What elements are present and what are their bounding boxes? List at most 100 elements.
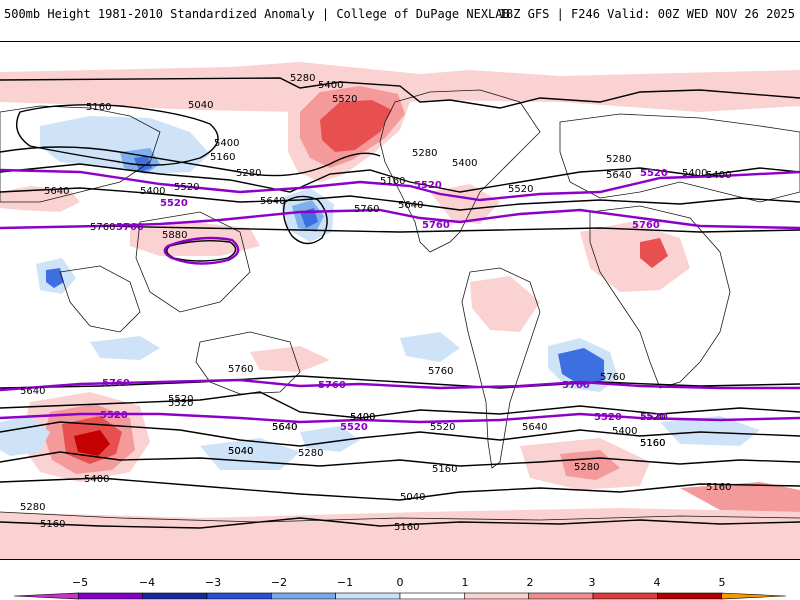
antarctica-outline <box>0 511 800 523</box>
southeast-asia-outline <box>135 211 251 313</box>
purple-contour-5520-north <box>0 168 800 202</box>
contour-5040-low <box>16 104 219 166</box>
india-outline <box>59 265 141 333</box>
purple-label-5760: 5760 <box>422 220 450 231</box>
anomaly-neg-weak-indian <box>90 336 160 360</box>
anomaly-pos-strong-africa <box>640 238 668 268</box>
label-5160: 5160 <box>432 464 457 475</box>
purple-label-5520: 5520 <box>160 198 188 209</box>
anomaly-pos-weak-west <box>0 186 80 212</box>
colorbar-segment <box>464 592 529 600</box>
eurasia-east-outline <box>0 105 161 203</box>
contour-5160-south <box>0 451 800 467</box>
black-contour-labels: 5280 5400 5520 5160 5040 5400 5160 5280 … <box>20 73 731 533</box>
colorbar-tick-label: 5 <box>719 576 726 589</box>
contour-5400-north <box>0 163 800 193</box>
purple-label-5520: 5520 <box>640 168 668 179</box>
colorbar-tick-label: 0 <box>397 576 404 589</box>
contour-5280-north <box>0 77 800 109</box>
contour-5040-south <box>0 477 800 501</box>
label-5760: 5760 <box>600 372 625 383</box>
purple-contour-5760-north <box>0 208 800 230</box>
anomaly-pos-max-south-indian <box>74 430 110 456</box>
title-bar: 500mb Height 1981-2010 Standardized Anom… <box>0 0 800 28</box>
colorbar-tick-label: 3 <box>589 576 596 589</box>
label-5280: 5280 <box>412 148 437 159</box>
label-5520: 5520 <box>640 412 665 423</box>
colorbar-tick-label: 2 <box>527 576 534 589</box>
label-5520: 5520 <box>168 394 193 405</box>
colorbar-segment <box>13 592 79 600</box>
contour-5640-south <box>0 391 800 419</box>
label-5520: 5520 <box>332 94 357 105</box>
anomaly-colorbar: −5 −4 −3 −2 −1 0 1 2 3 4 5 <box>0 560 800 600</box>
label-5040: 5040 <box>188 100 213 111</box>
label-5640: 5640 <box>522 422 547 433</box>
contour-5760-north <box>0 225 800 233</box>
anomaly-neg-weak-southeast <box>660 416 760 446</box>
label-5400: 5400 <box>350 412 375 423</box>
label-5640: 5640 <box>20 386 45 397</box>
label-5280: 5280 <box>236 168 261 179</box>
colorbar-tick-label: −3 <box>205 576 221 589</box>
colorbar-segment <box>335 592 401 600</box>
label-5280: 5280 <box>574 462 599 473</box>
anomaly-neg-weak-southern-pacific <box>300 426 360 452</box>
contour-5160-far-south <box>0 517 800 529</box>
colorbar-tick-label: −5 <box>72 576 88 589</box>
label-5400: 5400 <box>706 170 731 181</box>
purple-label-5520: 5520 <box>340 422 368 433</box>
colorbar-segment <box>142 592 208 600</box>
label-5640: 5640 <box>260 196 285 207</box>
label-5400: 5400 <box>682 168 707 179</box>
label-5160: 5160 <box>640 438 665 449</box>
model-valid-time: 18Z GFS | F246 Valid: 00Z WED NOV 26 202… <box>498 7 795 21</box>
anomaly-pos-southeast <box>680 482 800 512</box>
colorbar-segment <box>206 592 272 600</box>
label-5160: 5160 <box>210 152 235 163</box>
anomaly-pos-weak-south-pacific <box>250 346 330 372</box>
anomaly-neg-weak-pacific-south <box>400 332 460 362</box>
label-5040: 5040 <box>400 492 425 503</box>
australia-outline <box>195 331 301 395</box>
purple-label-5760: 5760 <box>102 378 130 389</box>
contour-5640-north <box>0 187 800 211</box>
label-5280: 5280 <box>20 502 45 513</box>
label-5520: 5520 <box>168 398 193 409</box>
purple-contour-5880-high <box>163 236 240 265</box>
label-5400: 5400 <box>612 426 637 437</box>
colorbar-segment <box>399 592 465 600</box>
colorbar-tick-labels: −5 −4 −3 −2 −1 0 1 2 3 4 5 <box>72 576 726 589</box>
label-5280: 5280 <box>606 154 631 165</box>
colorbar-segment <box>528 592 594 600</box>
height-contours <box>0 77 800 529</box>
label-5160: 5160 <box>40 519 65 530</box>
negative-anomaly-layer <box>0 116 760 470</box>
anomaly-map: 5280 5400 5520 5160 5040 5400 5160 5280 … <box>0 62 800 559</box>
label-5640: 5640 <box>272 422 297 433</box>
label-5400: 5400 <box>140 186 165 197</box>
label-5760: 5760 <box>90 222 115 233</box>
colorbar-tick-label: 1 <box>462 576 469 589</box>
anomaly-pos-weak-northern-band <box>0 62 800 112</box>
eurasia-west-outline <box>559 113 800 203</box>
colorbar-svg: −5 −4 −3 −2 −1 0 1 2 3 4 5 <box>13 576 787 600</box>
purple-label-5520: 5520 <box>100 410 128 421</box>
colorbar-tick-label: −1 <box>337 576 353 589</box>
colorbar-tick-label: −4 <box>139 576 155 589</box>
label-5760: 5760 <box>228 364 253 375</box>
coastlines <box>0 89 800 523</box>
label-5160: 5160 <box>640 438 665 449</box>
purple-contour-labels: 5520 5520 5760 5760 5760 5760 5520 5760 … <box>100 168 668 433</box>
colorbar-segment <box>592 592 658 600</box>
chart-title: 500mb Height 1981-2010 Standardized Anom… <box>4 7 510 21</box>
label-5640: 5640 <box>272 422 297 433</box>
label-5400: 5400 <box>214 138 239 149</box>
label-5640: 5640 <box>606 170 631 181</box>
key-contours <box>0 168 800 424</box>
colorbar-tick-label: 4 <box>654 576 661 589</box>
south-america-outline <box>461 267 541 469</box>
label-5640: 5640 <box>44 186 69 197</box>
purple-label-5520: 5520 <box>640 412 668 423</box>
label-5400: 5400 <box>350 412 375 423</box>
